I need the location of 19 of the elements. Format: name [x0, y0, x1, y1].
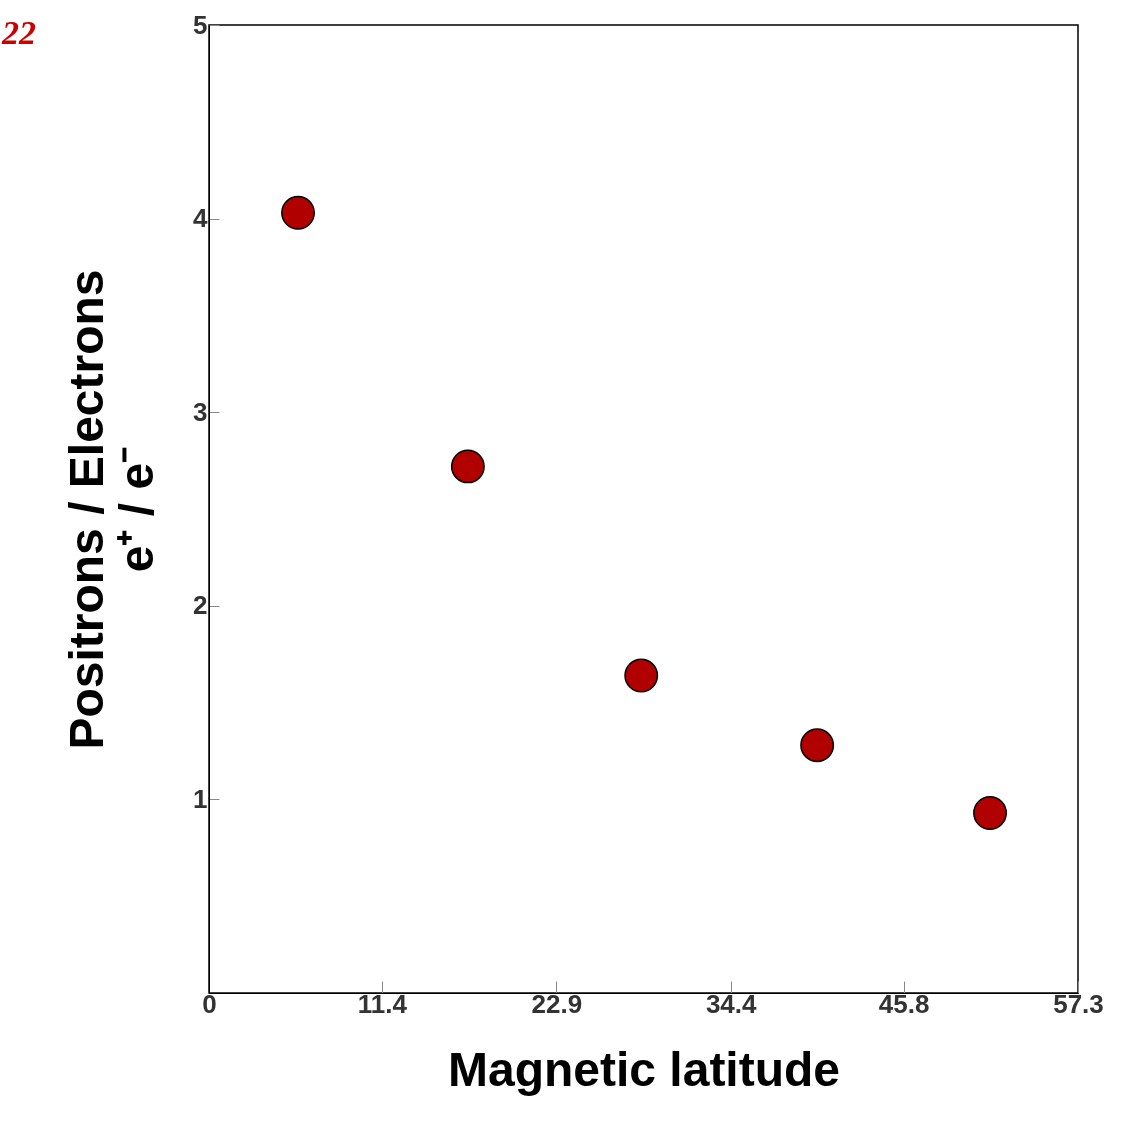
y-axis-title: Positrons / Electrons e⁺ / e⁻ — [60, 269, 164, 750]
x-tick-label: 22.9 — [531, 988, 583, 1019]
y-tick-label: 1 — [193, 783, 208, 814]
point — [281, 195, 315, 230]
y-tick-label: 3 — [193, 396, 208, 427]
y-tick-label: 4 — [193, 203, 209, 234]
x-tick-label: 11.4 — [357, 988, 408, 1019]
x-tick-label: 0 — [202, 988, 217, 1019]
y-tick-label: 2 — [193, 590, 208, 621]
point — [624, 658, 659, 693]
x-axis-title: Magnetic latitude — [447, 1042, 841, 1096]
point — [800, 728, 835, 763]
point — [450, 449, 485, 484]
y-tick-label: 5 — [193, 9, 208, 40]
text: 22 — [2, 14, 36, 52]
x-tick-label: 34.4 — [705, 988, 758, 1019]
x-tick-label: 57.3 — [1053, 988, 1104, 1019]
x-tick-label: 45.8 — [878, 988, 930, 1019]
point — [973, 796, 1007, 830]
